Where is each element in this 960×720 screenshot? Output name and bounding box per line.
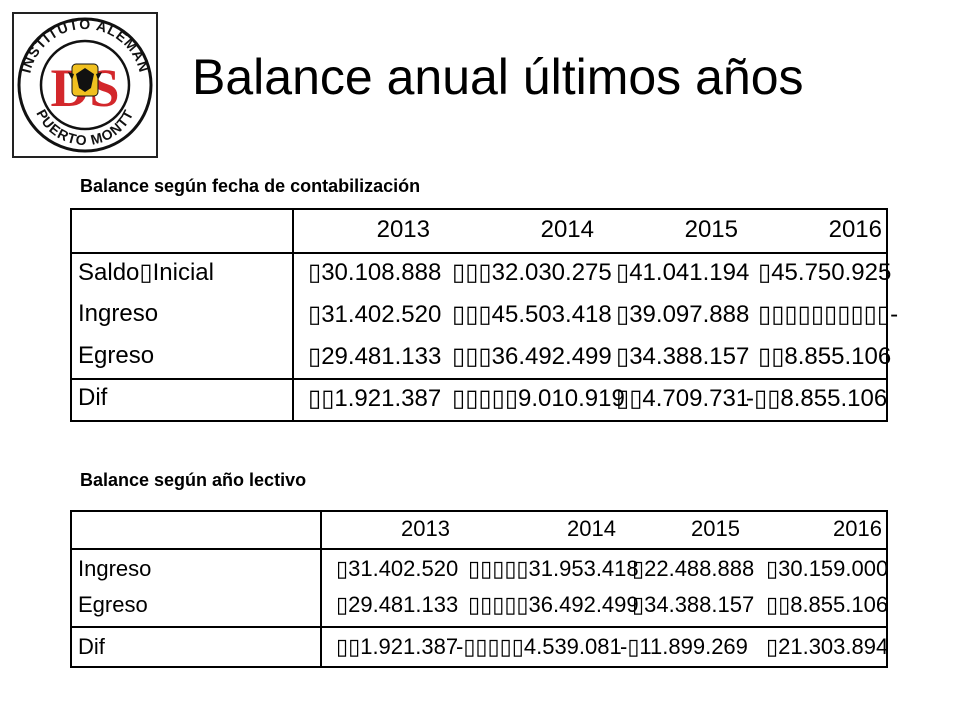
table1-caption: Balance según fecha de contabilización xyxy=(80,176,421,196)
table-cell: ▯▯8.855.106 xyxy=(758,343,892,370)
column-header: 2013 xyxy=(401,516,450,541)
row-label: Dif xyxy=(78,384,108,411)
column-header: 2015 xyxy=(684,216,738,243)
row-label: Ingreso xyxy=(78,300,159,327)
table-cell: ▯▯▯▯▯36.492.499 xyxy=(468,592,639,617)
column-header: 2015 xyxy=(691,516,740,541)
column-header: 2013 xyxy=(376,216,430,243)
row-label: Egreso xyxy=(78,592,148,617)
table-cell: ▯▯▯45.503.418 xyxy=(452,301,612,328)
page-title: Balance anual últimos años xyxy=(192,49,804,105)
table-cell: ▯41.041.194 xyxy=(616,259,750,286)
table-cell: ▯31.402.520 xyxy=(308,301,442,328)
table-cell: ▯▯▯▯▯31.953.418 xyxy=(468,556,639,581)
table-cell: ▯▯1.921.387 xyxy=(336,634,459,659)
eagle-icon xyxy=(68,63,102,97)
row-label: Ingreso xyxy=(78,556,152,581)
table-cell: ▯▯8.855.106 xyxy=(766,592,889,617)
row-label: Saldo▯Inicial xyxy=(78,259,214,286)
row-label: Egreso xyxy=(78,342,155,369)
table-cell: ▯▯▯36.492.499 xyxy=(452,343,612,370)
table-cell: ▯▯▯▯▯9.010.919 xyxy=(452,385,625,412)
table-cell: ▯34.388.157 xyxy=(616,343,750,370)
column-header: 2016 xyxy=(833,516,882,541)
column-header: 2014 xyxy=(540,216,594,243)
table-cell: ▯29.481.133 xyxy=(336,592,459,617)
table-cell: -▯11.899.269 xyxy=(620,634,748,659)
table2-caption: Balance según año lectivo xyxy=(80,470,307,490)
table-cell: ▯45.750.925 xyxy=(758,259,892,286)
school-logo: INSTITUTO ALEMAN PUERTO MONTT DS xyxy=(12,12,158,158)
table-cell: -▯▯▯▯▯4.539.081 xyxy=(456,634,622,659)
table-cell: ▯30.108.888 xyxy=(308,259,442,286)
table-cell: ▯30.159.000 xyxy=(766,556,889,581)
table-cell: ▯▯▯32.030.275 xyxy=(452,259,612,286)
table-cell: ▯29.481.133 xyxy=(308,343,442,370)
table-balance-ano-lectivo: 2013 2014 2015 2016 Ingreso ▯31.402.520 … xyxy=(70,510,888,668)
table-cell: ▯21.303.894 xyxy=(766,634,889,659)
table-cell: ▯▯1.921.387 xyxy=(308,385,442,412)
column-header: 2014 xyxy=(567,516,616,541)
table-cell: ▯▯▯▯▯▯▯▯▯▯- xyxy=(758,301,899,328)
table-cell: ▯22.488.888 xyxy=(632,556,755,581)
table-balance-contabilizacion: 2013 2014 2015 2016 Saldo▯Inicial ▯30.10… xyxy=(70,208,898,422)
table-cell: -▯▯8.855.106 xyxy=(746,385,888,412)
row-label: Dif xyxy=(78,634,105,659)
table-cell: ▯31.402.520 xyxy=(336,556,459,581)
column-header: 2016 xyxy=(828,216,882,243)
table-cell: ▯34.388.157 xyxy=(632,592,755,617)
table-cell: ▯▯4.709.731 xyxy=(616,385,750,412)
table-cell: ▯39.097.888 xyxy=(616,301,750,328)
